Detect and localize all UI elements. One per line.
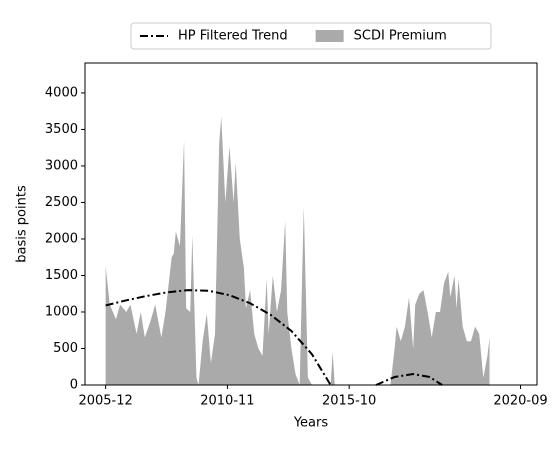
y-tick-label: 2500: [45, 195, 78, 210]
y-axis-label: basis points: [15, 185, 30, 263]
legend-label: SCDI Premium: [354, 29, 447, 44]
plot-frame: [84, 62, 538, 386]
legend-swatch: [315, 30, 344, 42]
y-tick-label: 1500: [45, 268, 78, 283]
x-tick-label: 2005-12: [78, 394, 132, 409]
x-tick-label: 2015-10: [322, 394, 376, 409]
y-tick-label: 4000: [45, 85, 78, 100]
y-tick-label: 3500: [45, 122, 78, 137]
y-tick-label: 0: [70, 378, 78, 393]
y-tick-label: 3000: [45, 158, 78, 173]
trend-line: [105, 289, 443, 386]
x-tick-label: 2020-09: [493, 394, 547, 409]
y-tick-label: 500: [53, 341, 78, 356]
legend-label: HP Filtered Trend: [178, 29, 288, 44]
y-tick-label: 1000: [45, 304, 78, 319]
y-tick-label: 2000: [45, 231, 78, 246]
x-axis-label: Years: [293, 416, 329, 431]
area: [105, 116, 490, 386]
legend-box: [130, 22, 492, 50]
x-tick-label: 2010-11: [200, 394, 254, 409]
